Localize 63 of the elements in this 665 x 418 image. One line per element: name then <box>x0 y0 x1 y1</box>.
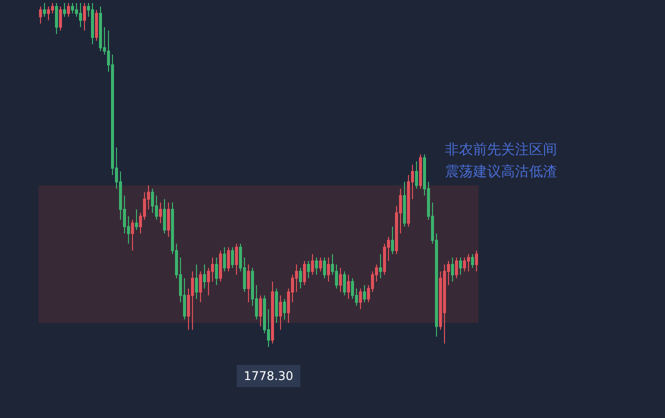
candlestick <box>359 288 362 310</box>
candlestick <box>43 2 46 18</box>
candlestick <box>47 6 50 21</box>
candlestick <box>63 2 66 18</box>
candlestick <box>67 2 70 18</box>
candlestick <box>343 270 346 296</box>
candlestick <box>459 257 462 276</box>
candlestick <box>55 2 58 34</box>
candlestick <box>199 270 202 303</box>
candlestick <box>307 260 310 279</box>
candlestick <box>299 267 302 290</box>
candlestick <box>455 257 458 279</box>
candlestick <box>195 264 198 300</box>
candlestick <box>451 257 454 282</box>
candlestick <box>99 6 102 52</box>
candlestick <box>215 257 218 286</box>
candlestick <box>259 294 262 327</box>
candlestick <box>167 202 170 238</box>
candlestick <box>247 264 250 303</box>
candlestick <box>379 254 382 279</box>
candlestick <box>327 257 330 282</box>
candlestick <box>59 6 62 32</box>
candlestick <box>363 284 366 303</box>
candlestick <box>403 181 406 228</box>
candlestick <box>219 250 222 282</box>
candlestick <box>79 2 82 28</box>
candlestick <box>463 257 466 272</box>
candlestick <box>475 250 478 272</box>
candlestick <box>471 254 474 268</box>
annotation: 震荡建议高沽低渣 <box>445 164 557 180</box>
candlestick <box>223 246 226 272</box>
candlestick <box>391 226 394 255</box>
candlestick <box>319 257 322 272</box>
candlestick <box>159 202 162 224</box>
candlestick <box>279 294 282 330</box>
candlestick <box>323 257 326 279</box>
candlestick <box>347 274 350 300</box>
candlestick <box>39 6 42 24</box>
candlestick <box>231 246 234 268</box>
candlestick <box>467 254 470 272</box>
candlestick <box>95 9 98 42</box>
candlestick <box>227 246 230 272</box>
candlestick <box>191 270 194 330</box>
candlestick <box>203 264 206 290</box>
candlestick <box>443 264 446 344</box>
candlestick <box>83 2 86 32</box>
candlestick <box>339 267 342 292</box>
candlestick <box>71 2 74 14</box>
candlestick <box>283 298 286 320</box>
candlestick <box>271 281 274 344</box>
candlestick <box>419 154 422 190</box>
candlestick <box>415 160 418 190</box>
candlestick <box>275 288 278 324</box>
text: 1778.30 <box>244 369 294 383</box>
candlestick <box>131 219 134 252</box>
candlestick <box>303 260 306 286</box>
candlestick <box>135 208 138 231</box>
candlestick <box>315 257 318 276</box>
candlestick <box>311 254 314 276</box>
annotation: 非农前先关注区间 <box>445 142 557 158</box>
candlestick <box>163 198 166 234</box>
candlestick <box>235 243 238 276</box>
candlestick <box>91 2 94 45</box>
